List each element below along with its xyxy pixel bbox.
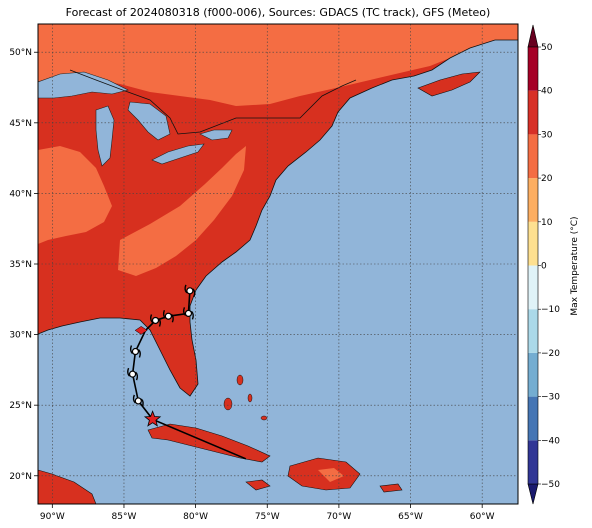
colorbar-segment <box>528 309 538 353</box>
colorbar-segment <box>528 134 538 179</box>
tropical-storm-icon <box>149 314 161 327</box>
longitude-ticks: 90°W 85°W 80°W 75°W 70°W 65°W 60°W <box>40 504 495 522</box>
lon-tick-label: 90°W <box>40 512 65 522</box>
coastline-east <box>38 39 518 397</box>
latitude-ticks: 20°N 25°N 30°N 35°N 40°N 45°N 50°N <box>9 48 38 482</box>
colorbar-tick-label: 20 <box>541 174 553 184</box>
map-title: Forecast of 2024080318 (f000-006), Sourc… <box>65 6 491 19</box>
yucatan <box>38 469 97 504</box>
colorbar: −50 −40 −30 −20 −10 0 10 20 30 40 50 <box>527 24 560 505</box>
lat-tick-label: 20°N <box>9 472 32 482</box>
cyclone-symbols <box>127 284 196 408</box>
colorbar-over-arrow <box>527 24 539 48</box>
lat-tick-label: 25°N <box>9 401 32 411</box>
hispaniola-warm <box>318 468 344 482</box>
lon-tick-label: 65°W <box>398 512 423 522</box>
lon-tick-label: 70°W <box>326 512 351 522</box>
colorbar-segment <box>528 440 538 484</box>
lon-tick-label: 60°W <box>470 512 495 522</box>
tropical-storm-icon <box>182 307 194 320</box>
warm-region-interior <box>38 146 112 244</box>
colorbar-segment <box>528 396 538 441</box>
lat-tick-label: 45°N <box>9 119 32 129</box>
colorbar-tick-label: −40 <box>541 436 560 446</box>
puerto-rico <box>379 483 403 493</box>
colorbar-tick-label: −10 <box>541 305 560 315</box>
lake-ontario <box>199 129 233 141</box>
colorbar-segment <box>528 221 538 266</box>
lat-tick-label: 50°N <box>9 48 32 58</box>
colorbar-tick-label: −30 <box>541 393 560 403</box>
landfall-marker <box>134 326 148 335</box>
tropical-storm-icon <box>127 367 139 381</box>
graticule <box>38 24 518 504</box>
colorbar-tick-label: 50 <box>541 43 553 53</box>
lat-tick-label: 35°N <box>9 260 32 270</box>
colorbar-segment <box>528 178 538 222</box>
jamaica <box>245 479 271 491</box>
map-area <box>38 24 518 504</box>
lake-huron <box>127 101 171 141</box>
bahamas <box>223 374 268 421</box>
colorbar-segment <box>528 90 538 135</box>
lake-erie <box>151 143 205 165</box>
colorbar-tick-label: 30 <box>541 130 553 140</box>
colorbar-tick-label: −50 <box>541 480 560 490</box>
colorbar-segment <box>528 265 538 310</box>
colorbar-tick-label: 40 <box>541 87 553 97</box>
tropical-storm-icon <box>129 345 141 358</box>
nova-scotia <box>417 71 481 97</box>
lon-tick-label: 85°W <box>112 512 137 522</box>
lon-tick-label: 75°W <box>255 512 280 522</box>
cyclone-track-line <box>131 290 247 460</box>
tropical-storm-icon <box>184 284 196 298</box>
lake-michigan <box>95 105 115 167</box>
colorbar-label: Max Temperature (°C) <box>570 216 580 315</box>
tropical-storm-icon <box>132 394 144 408</box>
colorbar-segment <box>528 47 538 91</box>
tropical-storm-icon <box>162 309 174 323</box>
lat-tick-label: 30°N <box>9 331 32 341</box>
warm-region-appalachian <box>118 146 246 276</box>
current-position-star <box>143 410 162 427</box>
lat-tick-label: 40°N <box>9 189 32 199</box>
lon-tick-label: 80°W <box>183 512 208 522</box>
colorbar-under-arrow <box>527 483 539 505</box>
colorbar-tick-label: −20 <box>541 349 560 359</box>
warm-region-north <box>38 24 518 106</box>
us-canada-border <box>69 69 357 135</box>
colorbar-tick-label: 0 <box>541 262 547 272</box>
colorbar-segment <box>528 352 538 397</box>
colorbar-tick-label: 10 <box>541 218 553 228</box>
